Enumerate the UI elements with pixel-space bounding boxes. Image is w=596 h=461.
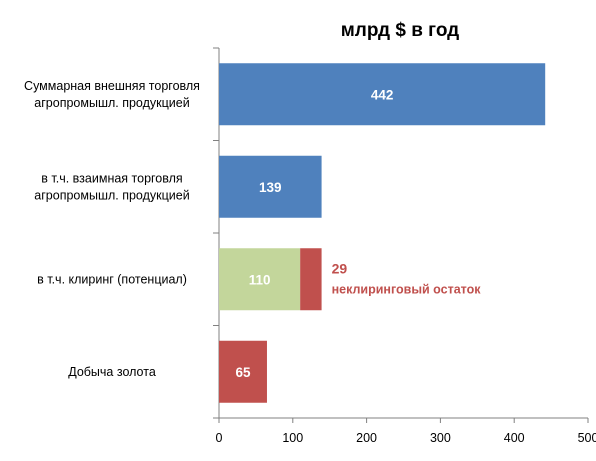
labels: Суммарная внешняя торговля агропромышл. п…: [24, 79, 481, 380]
bar-segment: [300, 248, 322, 311]
category-label: в т.ч. клиринг (потенциал): [37, 272, 187, 286]
bars: [219, 63, 546, 403]
bar-segment: [219, 340, 267, 403]
bar-segment: [219, 155, 322, 218]
category-label: Суммарная внешняя торговля агропромышл. п…: [24, 79, 200, 110]
x-tick-label: 500: [578, 431, 596, 445]
category-label: в т.ч. взаимная торговля агропромышл. про…: [34, 171, 189, 202]
category-label: Добыча золота: [68, 365, 156, 379]
annotation-label: 29 неклиринговый остаток: [332, 260, 482, 296]
bar-segment: [219, 63, 546, 126]
chart-title: млрд $ в год: [341, 20, 459, 41]
x-tick-label: 400: [504, 431, 525, 445]
x-tick-label: 100: [282, 431, 303, 445]
bar-value-label: 139: [259, 180, 282, 195]
bar-segment: [219, 248, 301, 311]
bar-value-label: 442: [371, 87, 394, 102]
x-tick-label: 0: [216, 431, 223, 445]
x-tick-label: 200: [356, 431, 377, 445]
bar-value-label: 110: [249, 272, 271, 287]
bar-value-label: 65: [235, 365, 251, 380]
x-tick-label: 300: [430, 431, 451, 445]
axes: 0 100 200 300 400 500: [213, 47, 596, 445]
